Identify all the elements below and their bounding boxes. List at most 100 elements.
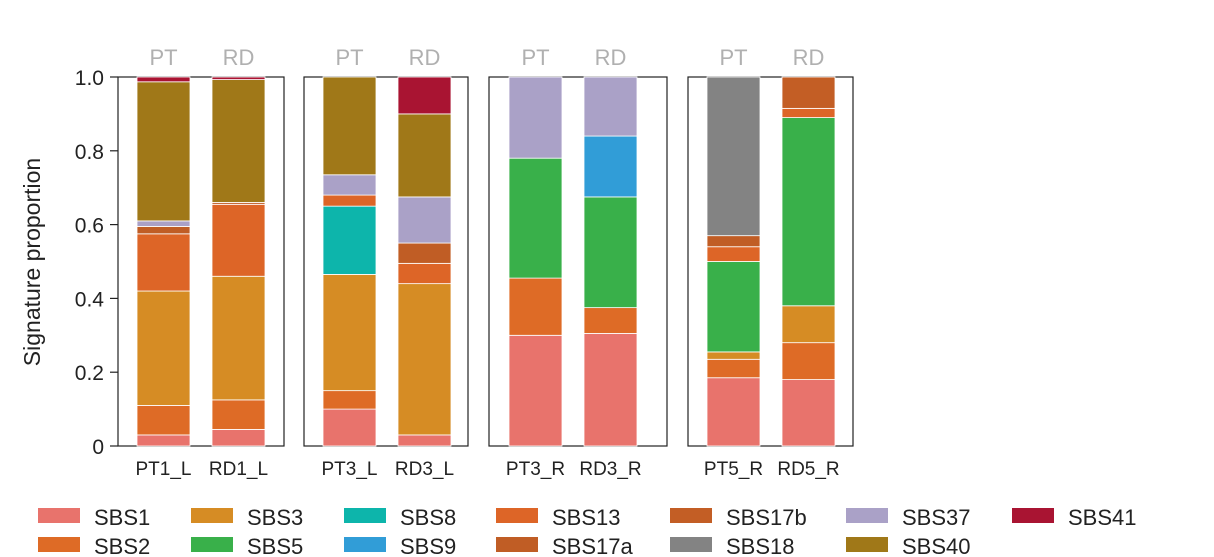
x-tick-label: PT5_R bbox=[704, 459, 763, 480]
legend-item-SBS9: SBS9 bbox=[344, 534, 456, 557]
legend-item-SBS41: SBS41 bbox=[1012, 505, 1137, 530]
legend-label: SBS9 bbox=[400, 534, 456, 557]
segment-SBS17a bbox=[706, 235, 761, 248]
x-tick-label: PT1_L bbox=[136, 459, 192, 480]
legend: SBS1 SBS2 SBS3 SBS5 SBS8 SBS9 SBS13 SBS17a SBS17… bbox=[38, 505, 1137, 557]
segment-SBS40 bbox=[136, 81, 191, 222]
bar-header: RD bbox=[793, 45, 825, 70]
segment-SBS1 bbox=[706, 377, 761, 447]
segment-SBS13 bbox=[706, 246, 761, 262]
bar-header: PT bbox=[521, 45, 549, 70]
segment-SBS37 bbox=[508, 76, 563, 159]
panel-1: PT PT1_L RD RD1_L bbox=[117, 45, 285, 480]
legend-label: SBS17b bbox=[726, 505, 807, 530]
legend-label: SBS18 bbox=[726, 534, 795, 557]
segment-SBS1 bbox=[136, 434, 191, 447]
segment-SBS5 bbox=[781, 117, 836, 307]
bar-PT3_L bbox=[322, 76, 377, 447]
legend-swatch bbox=[344, 537, 386, 552]
segment-SBS13 bbox=[136, 233, 191, 292]
legend-swatch bbox=[344, 508, 386, 523]
y-tick-label: 0.8 bbox=[75, 141, 104, 164]
segment-SBS13 bbox=[322, 194, 377, 207]
segment-SBS3 bbox=[211, 275, 266, 401]
legend-label: SBS5 bbox=[247, 534, 303, 557]
legend-label: SBS3 bbox=[247, 505, 303, 530]
legend-label: SBS13 bbox=[552, 505, 621, 530]
legend-label: SBS41 bbox=[1068, 505, 1137, 530]
segment-SBS40 bbox=[397, 113, 452, 198]
segment-SBS37 bbox=[322, 174, 377, 196]
segment-SBS1 bbox=[322, 408, 377, 447]
legend-swatch bbox=[1012, 508, 1054, 523]
panel-frame bbox=[687, 76, 854, 447]
segment-SBS3 bbox=[397, 283, 452, 436]
bar-header: RD bbox=[595, 45, 627, 70]
segment-SBS3 bbox=[136, 290, 191, 406]
y-tick-label: 1.0 bbox=[75, 67, 104, 90]
legend-item-SBS17a: SBS17a bbox=[496, 534, 633, 557]
y-tick-label: 0.2 bbox=[75, 362, 104, 385]
y-axis-label: Signature proportion bbox=[19, 158, 45, 366]
legend-swatch bbox=[191, 537, 233, 552]
legend-label: SBS2 bbox=[94, 534, 150, 557]
legend-swatch bbox=[670, 537, 712, 552]
segment-SBS40 bbox=[322, 76, 377, 176]
bar-PT1_L bbox=[136, 76, 191, 447]
panel-frame bbox=[488, 76, 668, 447]
chart-panels: PT PT1_L RD RD1_L PT PT3_L RD RD3_L PT PT3_R RD RD3… bbox=[117, 45, 854, 480]
segment-SBS18 bbox=[706, 76, 761, 237]
legend-label: SBS8 bbox=[400, 505, 456, 530]
segment-SBS13 bbox=[781, 107, 836, 118]
legend-item-SBS18: SBS18 bbox=[670, 534, 795, 557]
legend-item-SBS3: SBS3 bbox=[191, 505, 303, 530]
segment-SBS9 bbox=[583, 135, 638, 198]
segment-SBS5 bbox=[508, 157, 563, 279]
segment-SBS1 bbox=[397, 434, 452, 447]
segment-SBS2 bbox=[136, 405, 191, 436]
legend-label: SBS1 bbox=[94, 505, 150, 530]
segment-SBS37 bbox=[136, 220, 191, 227]
bar-RD5_R bbox=[781, 76, 836, 447]
segment-SBS2 bbox=[322, 390, 377, 410]
segment-SBS41 bbox=[211, 76, 266, 80]
bar-header: PT bbox=[719, 45, 747, 70]
segment-SBS41 bbox=[397, 76, 452, 115]
y-tick-label: 0 bbox=[92, 436, 104, 459]
y-axis: 0 0.2 0.4 0.6 0.8 1.0 bbox=[75, 67, 118, 459]
segment-SBS1 bbox=[211, 428, 266, 447]
panel-2: PT PT3_L RD RD3_L bbox=[303, 45, 469, 480]
segment-SBS8 bbox=[322, 205, 377, 275]
bar-RD3_R bbox=[583, 76, 638, 447]
bar-PT5_R bbox=[706, 76, 761, 447]
legend-item-SBS17b: SBS17b bbox=[670, 505, 807, 530]
legend-item-SBS5: SBS5 bbox=[191, 534, 303, 557]
x-tick-label: PT3_R bbox=[506, 459, 565, 480]
segment-SBS17a bbox=[136, 226, 191, 235]
segment-SBS5 bbox=[583, 196, 638, 309]
legend-swatch bbox=[670, 508, 712, 523]
legend-swatch bbox=[38, 537, 80, 552]
segment-SBS2 bbox=[508, 277, 563, 336]
x-tick-label: RD5_R bbox=[777, 459, 839, 480]
segment-SBS17a bbox=[397, 242, 452, 264]
bar-header: PT bbox=[335, 45, 363, 70]
segment-SBS2 bbox=[706, 358, 761, 379]
panel-frame bbox=[117, 76, 285, 447]
segment-SBS5 bbox=[706, 261, 761, 353]
bar-header: RD bbox=[409, 45, 441, 70]
bar-PT3_R bbox=[508, 76, 563, 447]
x-tick-label: PT3_L bbox=[322, 459, 378, 480]
segment-SBS1 bbox=[583, 333, 638, 447]
legend-label: SBS40 bbox=[902, 534, 971, 557]
legend-swatch bbox=[191, 508, 233, 523]
bar-header: RD bbox=[223, 45, 255, 70]
x-tick-label: RD1_L bbox=[209, 459, 268, 480]
legend-swatch bbox=[846, 537, 888, 552]
segment-SBS2 bbox=[211, 399, 266, 430]
bar-header: PT bbox=[149, 45, 177, 70]
panel-4: PT PT5_R RD RD5_R bbox=[687, 45, 854, 480]
legend-label: SBS17a bbox=[552, 534, 633, 557]
segment-SBS2 bbox=[583, 307, 638, 334]
segment-SBS41 bbox=[136, 76, 191, 83]
